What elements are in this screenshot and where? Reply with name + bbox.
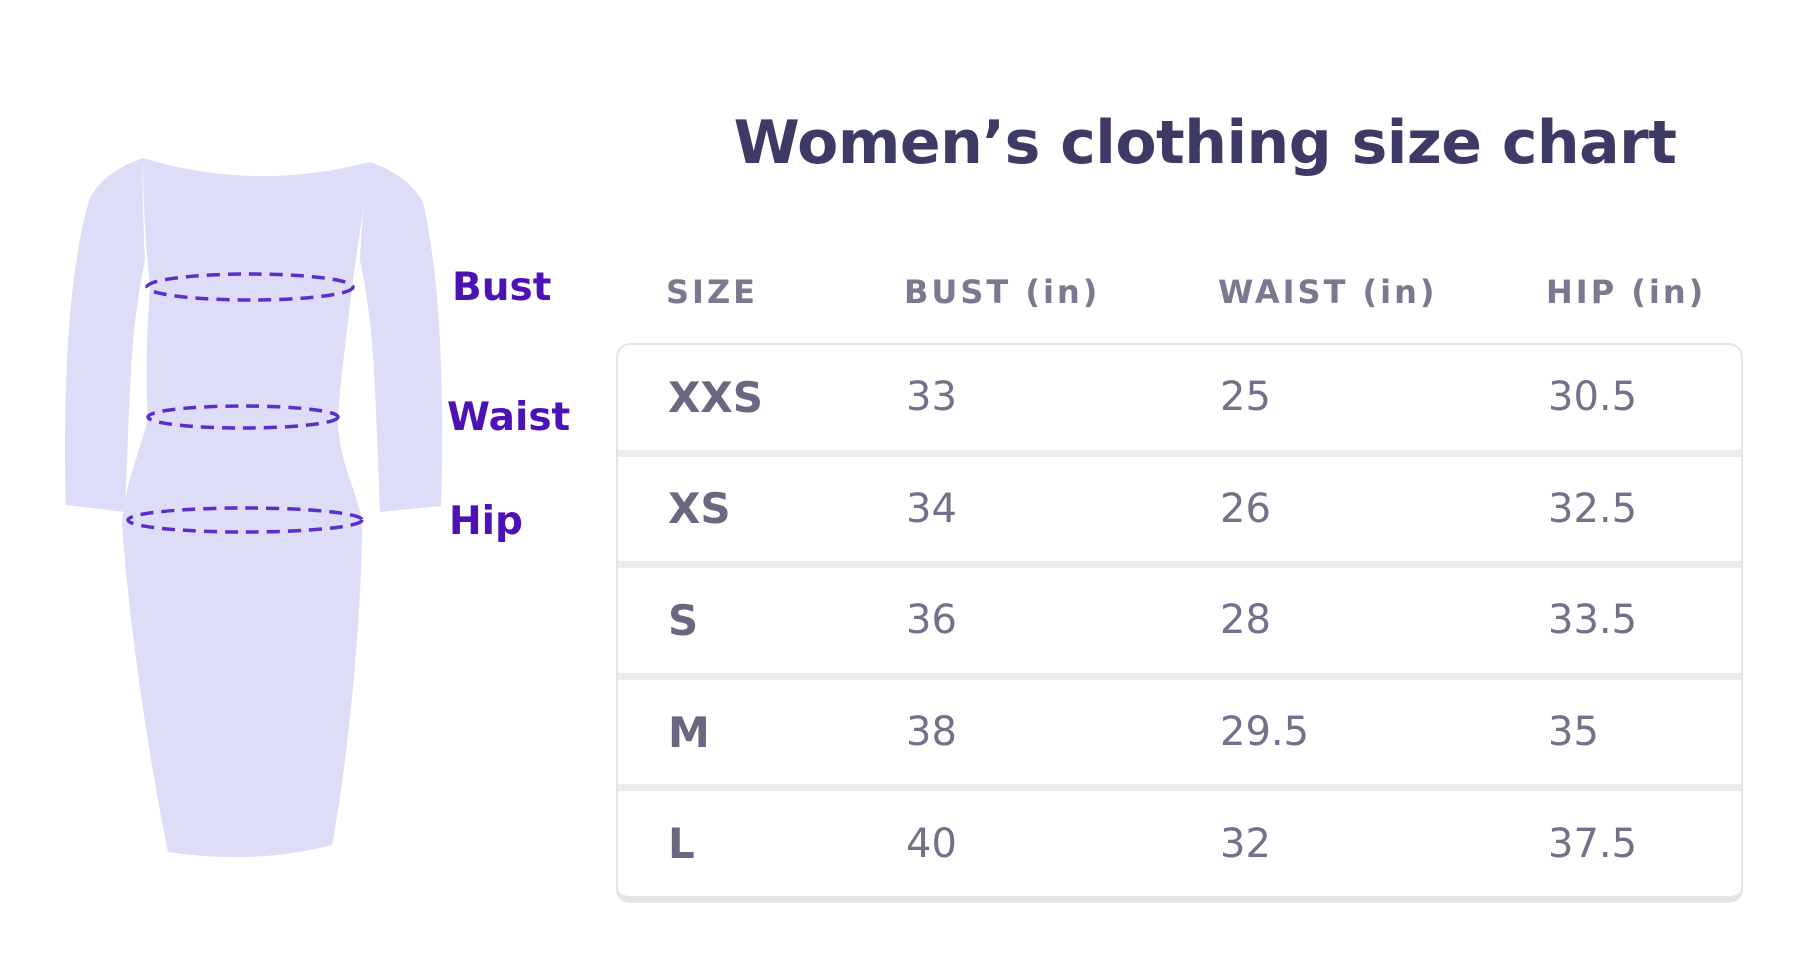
cell-hip: 33.5 (1548, 597, 1638, 644)
cell-hip: 32.5 (1548, 485, 1638, 532)
cell-bust: 40 (906, 820, 957, 867)
dress-silhouette-svg (65, 158, 443, 858)
cell-waist: 29.5 (1220, 709, 1310, 756)
cell-bust: 36 (906, 597, 957, 644)
cell-waist: 26 (1220, 485, 1271, 532)
table-row: L 40 32 37.5 (618, 784, 1741, 896)
dress-right-sleeve (360, 162, 443, 512)
cell-bust: 38 (906, 709, 957, 756)
cell-hip: 37.5 (1548, 820, 1638, 867)
cell-size: L (668, 819, 695, 869)
column-header-hip: HIP (in) (1546, 273, 1707, 311)
cell-waist: 32 (1220, 820, 1271, 867)
cell-hip: 30.5 (1548, 374, 1638, 421)
cell-size: XXS (668, 372, 764, 422)
bust-label: Bust (452, 265, 552, 310)
column-header-size: SIZE (666, 273, 759, 311)
cell-bust: 34 (906, 485, 957, 532)
dress-illustration (55, 140, 450, 870)
table-row: XS 34 26 32.5 (618, 449, 1741, 562)
bust-measure-line (145, 272, 355, 302)
table-header-row: SIZE BUST (in) WAIST (in) HIP (in) (616, 268, 1743, 316)
cell-bust: 33 (906, 374, 957, 421)
cell-size: S (668, 595, 699, 645)
waist-measure-line (146, 404, 340, 430)
cell-hip: 35 (1548, 709, 1599, 756)
column-header-waist: WAIST (in) (1218, 273, 1438, 311)
table-row: XXS 33 25 30.5 (618, 345, 1741, 450)
table-row: M 38 29.5 35 (618, 672, 1741, 785)
hip-measure-line (126, 506, 364, 534)
size-table: XXS 33 25 30.5 XS 34 26 32.5 S 36 28 33.… (616, 343, 1743, 903)
cell-size: XS (668, 484, 731, 534)
cell-waist: 28 (1220, 597, 1271, 644)
waist-label: Waist (447, 395, 571, 440)
cell-size: M (668, 707, 710, 757)
hip-label: Hip (449, 499, 523, 544)
dress-left-sleeve (65, 158, 145, 512)
cell-waist: 25 (1220, 374, 1271, 421)
table-row: S 36 28 33.5 (618, 561, 1741, 673)
page-title: Women’s clothing size chart (733, 108, 1677, 178)
column-header-bust: BUST (in) (904, 273, 1101, 311)
